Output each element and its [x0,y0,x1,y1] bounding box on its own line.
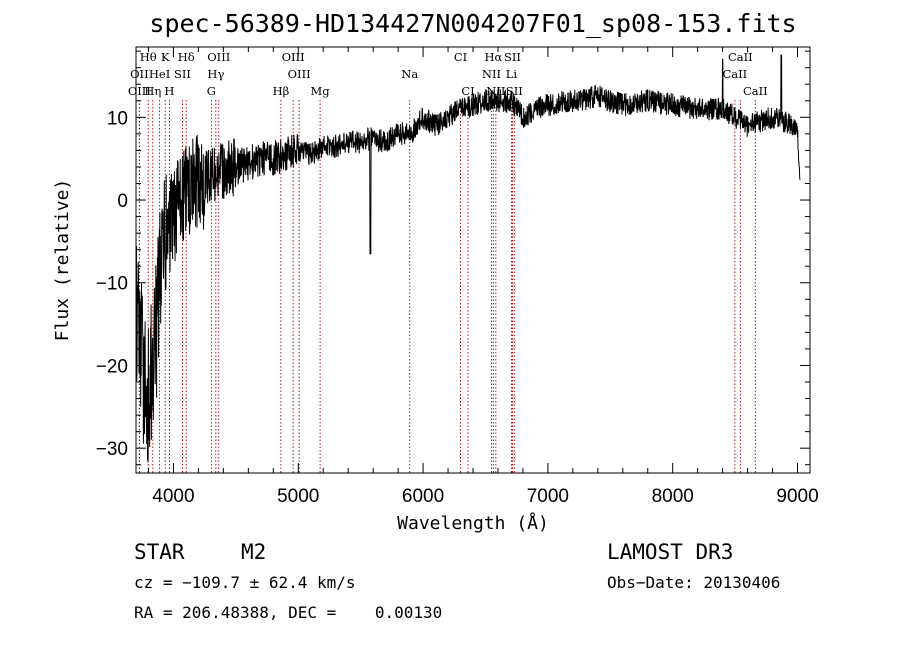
spectral-line-label: SII [506,84,523,98]
spectrum-series [135,54,801,463]
spectral-line-label: Hα [484,50,502,64]
axis-ticks: 4000 5000 6000 7000 8000 9000 −30 −20 −10 0 10 [96,47,819,507]
spectral-line-label: HeI [149,67,170,81]
object-subclass: M2 [241,540,267,564]
spectral-line-label: SII [174,67,191,81]
spectral-line-label: H [164,84,174,98]
spectral-line-label: Hη [144,84,161,98]
spectral-line-label: SII [504,50,521,64]
object-class: STAR [134,540,185,564]
y-tick-label: 10 [107,108,128,129]
x-tick-label: 7000 [527,486,569,507]
x-tick-label: 6000 [402,486,444,507]
spectral-line-label: Li [506,67,518,81]
y-tick-label: 0 [117,191,128,212]
y-axis-title: Flux (relative) [52,179,73,342]
spectral-line-label: Hγ [207,67,224,81]
redshift-text: cz = −109.7 ± 62.4 km/s [134,573,356,592]
x-tick-label: 5000 [277,486,319,507]
spectral-line-label: CI [454,50,467,64]
spectral-line-label: CaII [743,84,768,98]
chart-title: spec-56389-HD134427N004207F01_sp08-153.f… [149,9,796,38]
spectral-line-label: Hδ [178,50,195,64]
y-tick-label: −30 [96,439,128,460]
spectral-line-label: OIII [288,67,311,81]
spectral-line-label: Na [401,67,418,81]
spectral-line-label: Hβ [273,84,290,98]
x-axis-title: Wavelength (Å) [397,512,549,534]
spectral-line-label: CI [461,84,474,98]
spectral-line-label: CaII [722,67,747,81]
spectral-line-label: OIII [128,84,151,98]
obs-date-text: Obs−Date: 20130406 [607,573,781,592]
spectrum-line [135,54,801,463]
spectral-line-label: CaII [728,50,753,64]
spectral-line-label: NII [482,67,501,81]
spectral-line-label: G [207,84,216,98]
spectral-line-label: OIII [282,50,305,64]
y-tick-label: −10 [96,274,128,295]
radec-text: RA = 206.48388, DEC = 0.00130 [134,603,443,622]
x-tick-label: 4000 [152,486,194,507]
survey-label: LAMOST DR3 [607,540,734,564]
x-tick-label: 8000 [652,486,694,507]
spectral-line-label: Hθ [140,50,157,64]
y-tick-label: −20 [96,356,128,377]
spectral-line-label: K [161,50,170,64]
spectral-line-label: OII [130,67,149,81]
x-tick-label: 9000 [776,486,818,507]
spectral-line-label: OIII [207,50,230,64]
spectral-line-label: Mg [311,84,331,98]
